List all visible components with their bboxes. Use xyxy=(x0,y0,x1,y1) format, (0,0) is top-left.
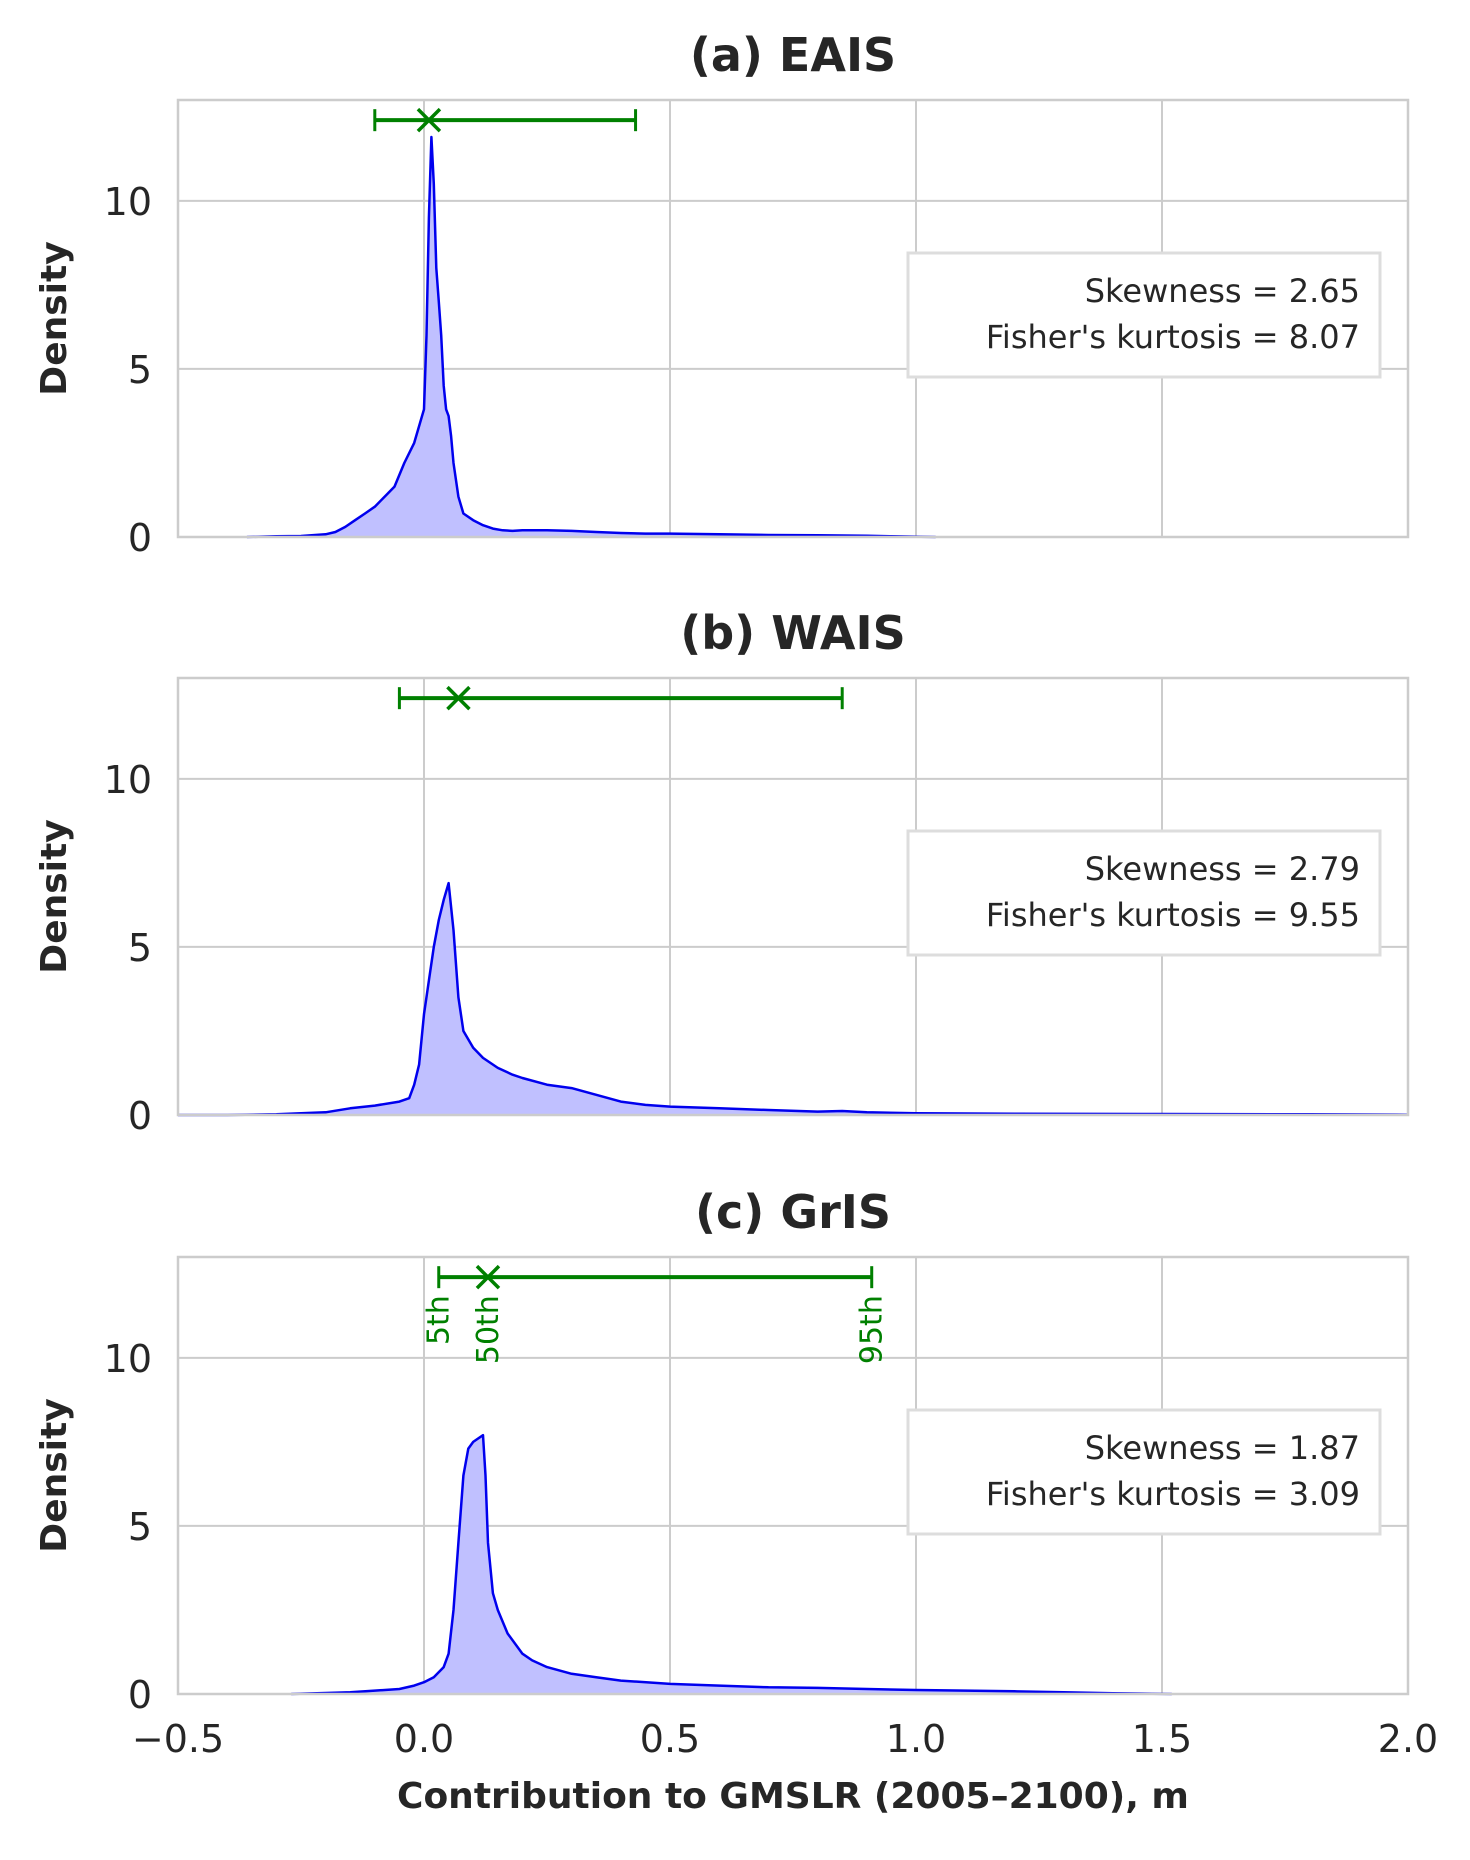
panel-frame xyxy=(176,98,1410,539)
y-axis-label: Density xyxy=(34,241,75,395)
panel-title: (c) GrIS xyxy=(695,1185,891,1239)
stats-box xyxy=(906,829,1382,957)
x-tick-label: 0.5 xyxy=(640,1717,700,1761)
density-line xyxy=(291,1433,1172,1696)
x-tick-label: −0.5 xyxy=(132,1717,224,1761)
panel-title: (a) EAIS xyxy=(690,28,896,82)
percentile-label: 50th xyxy=(471,1295,506,1364)
stats-box xyxy=(906,1408,1382,1536)
kurtosis-label: Fisher's kurtosis = 3.09 xyxy=(986,1475,1360,1513)
stats-box xyxy=(906,251,1382,379)
y-tick-label: 5 xyxy=(128,1505,152,1549)
y-tick-label: 5 xyxy=(128,348,152,392)
kurtosis-label: Fisher's kurtosis = 9.55 xyxy=(986,896,1360,934)
y-axis-label: Density xyxy=(34,819,75,973)
y-axis-label: Density xyxy=(34,1398,75,1552)
skewness-label: Skewness = 2.65 xyxy=(1085,272,1360,310)
density-line xyxy=(178,881,1409,1117)
median-marker xyxy=(446,685,471,711)
y-tick-label: 5 xyxy=(128,926,152,970)
y-tick-label: 0 xyxy=(128,1094,152,1138)
density-area xyxy=(246,137,936,537)
median-marker xyxy=(475,1264,501,1290)
panel-1: Skewness = 2.79 Fisher's kurtosis = 9.55 (… xyxy=(34,606,1410,1138)
y-tick-label: 10 xyxy=(104,180,152,224)
x-tick-label: 2.0 xyxy=(1378,1717,1438,1761)
skewness-label: Skewness = 2.79 xyxy=(1085,850,1360,888)
x-tick-label: 1.5 xyxy=(1132,1717,1192,1761)
y-tick-label: 10 xyxy=(104,1337,152,1381)
x-tick-label: 0.0 xyxy=(394,1717,454,1761)
panel-0: Skewness = 2.65 Fisher's kurtosis = 8.07 (… xyxy=(34,28,1410,560)
median-marker xyxy=(416,107,442,133)
x-axis-label: Contribution to GMSLR (2005–2100), m xyxy=(397,1776,1189,1817)
percentile-label: 95th xyxy=(855,1295,890,1364)
skewness-label: Skewness = 1.87 xyxy=(1085,1429,1360,1467)
percentile-label: 5th xyxy=(422,1295,457,1345)
panel-frame xyxy=(176,676,1410,1117)
y-tick-label: 0 xyxy=(128,1673,152,1717)
x-tick-label: 1.0 xyxy=(886,1717,946,1761)
y-tick-label: 10 xyxy=(104,758,152,802)
density-area xyxy=(291,1435,1172,1694)
density-line xyxy=(246,135,936,539)
panel-title: (b) WAIS xyxy=(680,606,906,660)
panel-frame xyxy=(176,1255,1410,1696)
panel-2: 5th 50th 95th Skewness = 1.87 Fisher's kurto… xyxy=(34,1185,1438,1817)
kurtosis-label: Fisher's kurtosis = 8.07 xyxy=(986,318,1360,356)
y-tick-label: 0 xyxy=(128,516,152,560)
